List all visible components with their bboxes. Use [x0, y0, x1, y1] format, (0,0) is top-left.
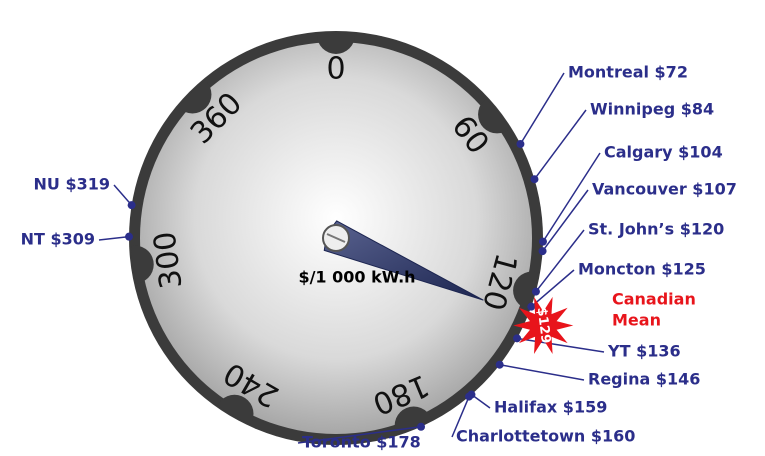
price-marker — [125, 233, 133, 241]
price-label: Charlottetown $160 — [456, 427, 635, 446]
price-label: Vancouver $107 — [592, 180, 737, 199]
price-marker — [128, 201, 136, 209]
dial-tick-label: 300 — [147, 229, 189, 290]
leader-line — [500, 365, 584, 380]
price-label: Moncton $125 — [578, 260, 706, 279]
dial-tick-label: 0 — [326, 52, 345, 87]
price-label: Toronto $178 — [302, 433, 421, 452]
price-label: Winnipeg $84 — [590, 100, 714, 119]
unit-label: $/1 000 kW.h — [298, 268, 415, 287]
price-label: Halifax $159 — [494, 398, 607, 417]
price-marker — [513, 334, 521, 342]
price-label: St. John’s $120 — [588, 220, 724, 239]
leader-line — [517, 338, 604, 352]
price-marker — [417, 423, 425, 431]
price-label: NT $309 — [21, 230, 95, 249]
price-label: NU $319 — [34, 175, 110, 194]
price-label: Montreal $72 — [568, 63, 688, 82]
price-marker — [539, 247, 547, 255]
price-marker — [539, 238, 547, 246]
price-label: YT $136 — [607, 342, 681, 361]
dial-notch — [317, 16, 355, 54]
leader-line — [114, 185, 132, 205]
leader-line — [534, 110, 586, 179]
price-marker — [496, 361, 504, 369]
leader-line — [520, 73, 564, 144]
price-marker — [465, 393, 473, 401]
mean-title: Mean — [612, 311, 661, 330]
price-label: Regina $146 — [588, 370, 700, 389]
price-marker — [516, 140, 524, 148]
price-marker — [532, 288, 540, 296]
price-label: Calgary $104 — [604, 143, 723, 162]
price-marker — [530, 175, 538, 183]
leader-line — [99, 237, 129, 240]
leader-line — [543, 190, 588, 251]
mean-title: Canadian — [612, 290, 696, 309]
gauge-chart: 060120180240300360Montreal $72Winnipeg $… — [0, 0, 765, 456]
